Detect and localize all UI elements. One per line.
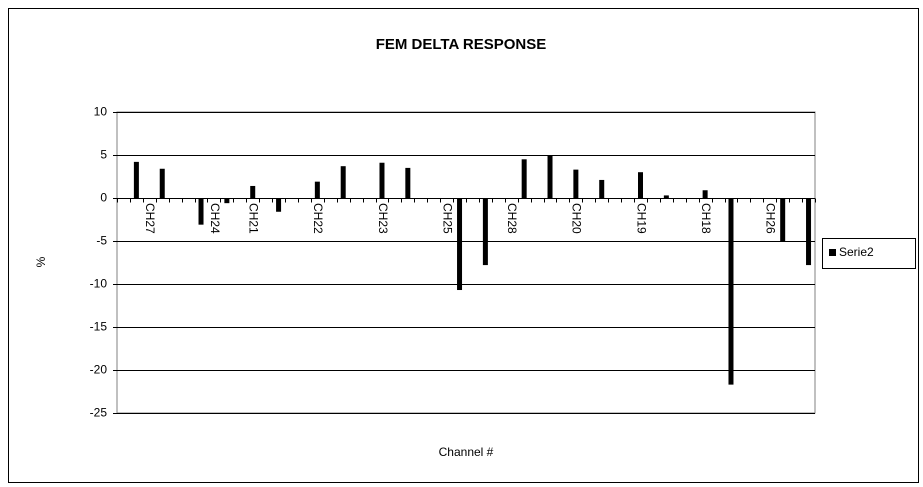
bar [159,168,165,198]
bar [340,166,346,198]
x-tick-label: CH27 [143,203,157,234]
bar [482,198,488,266]
y-tick-label: -25 [90,406,108,420]
x-axis-label: Channel # [439,445,494,459]
y-axis-label: % [34,256,48,267]
bar [276,198,282,212]
x-tick-label: CH20 [570,203,584,234]
legend-box [822,238,916,269]
bar [521,159,527,198]
bar [314,181,320,198]
bar [405,167,411,198]
bar [250,185,256,198]
bar [806,198,812,266]
bar [780,198,786,242]
bar [599,179,605,198]
legend-label: Serie2 [839,245,874,259]
x-tick-label: CH26 [764,203,778,234]
chart-title: FEM DELTA RESPONSE [376,36,547,53]
y-tick-label: 0 [100,191,107,205]
x-tick-label: CH22 [311,203,325,234]
x-tick-label: CH25 [440,203,454,234]
y-tick-label: 5 [100,148,107,162]
legend-marker [829,249,836,256]
y-tick-label: -15 [90,320,108,334]
x-tick-label: CH19 [634,203,648,234]
y-tick-label: -10 [90,277,108,291]
x-tick-label: CH24 [208,203,222,234]
bar [198,198,204,225]
y-tick-label: -5 [96,234,107,248]
plot-area [116,111,816,414]
x-tick-label: CH21 [247,203,261,234]
bar [133,161,139,198]
bar [663,195,669,198]
bar [638,172,643,198]
x-tick-label: CH23 [376,203,390,234]
bar [457,198,463,291]
x-tick-label: CH18 [699,203,713,234]
y-tick-label: -20 [90,363,108,377]
x-tick-label: CH28 [505,203,519,234]
y-tick-label: 10 [94,105,108,119]
bar [702,190,708,198]
bar [379,162,385,198]
bar [547,155,553,198]
bar [728,198,734,385]
bar [224,198,230,204]
bar [573,169,579,198]
